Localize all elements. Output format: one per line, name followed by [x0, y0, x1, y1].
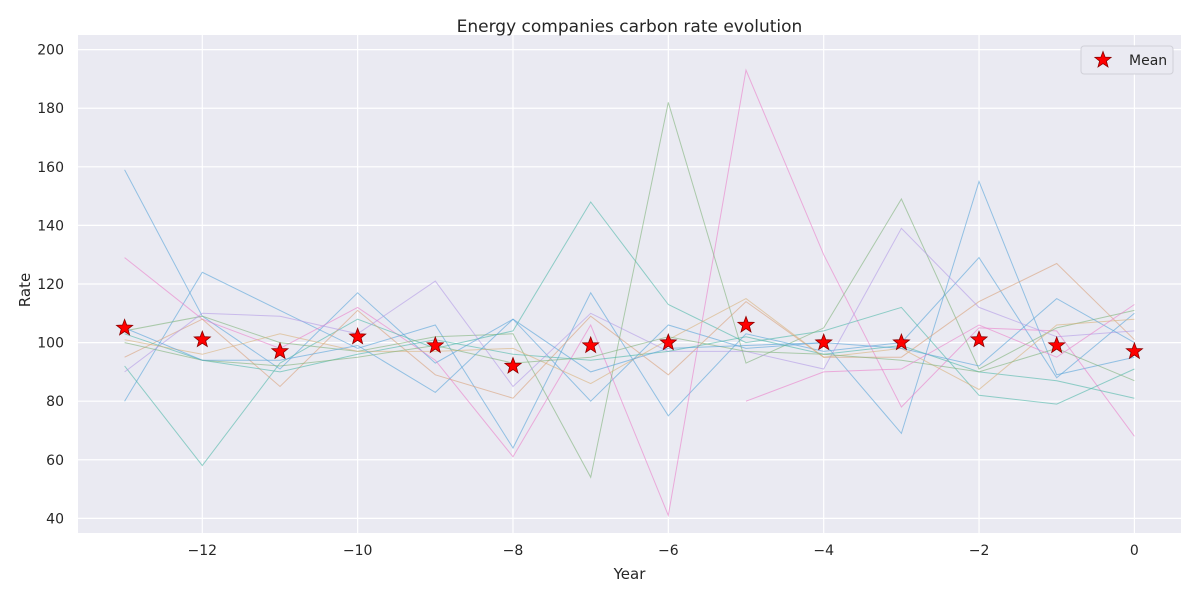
mean-point [814, 332, 833, 351]
series-line-10 [124, 336, 1135, 382]
x-tick-label: −12 [188, 543, 218, 559]
series-line-8 [124, 333, 1135, 399]
x-axis-label: Year [613, 565, 647, 583]
y-tick-label: 120 [37, 277, 64, 293]
mean-point [736, 315, 756, 333]
legend-entry-mean: Mean [1129, 53, 1167, 69]
y-tick-label: 40 [46, 511, 64, 527]
y-tick-label: 60 [46, 453, 64, 469]
mean-point [581, 335, 600, 354]
series-line-4 [124, 201, 1135, 467]
y-axis-label: Rate [16, 273, 34, 307]
grid [78, 35, 1181, 533]
y-tick-label: 200 [37, 43, 64, 59]
x-tick-label: −2 [969, 543, 990, 559]
y-tick-label: 160 [37, 160, 64, 176]
x-axis-ticks: −12 −10 −8 −6 −4 −2 0 [188, 543, 1139, 559]
x-tick-label: −4 [813, 543, 834, 559]
mean-point [969, 330, 989, 348]
x-tick-label: −8 [503, 543, 524, 559]
series-line-2 [124, 256, 1135, 450]
mean-point [892, 332, 911, 351]
mean-point [193, 330, 212, 348]
series-layer [124, 68, 1135, 518]
mean-point [270, 341, 290, 360]
mean-point [503, 356, 523, 374]
y-axis-ticks: 40 60 80 100 120 140 160 180 200 [37, 43, 64, 528]
legend-star-marker [1093, 50, 1113, 68]
legend-box [1080, 45, 1174, 75]
mean-point [1047, 335, 1066, 354]
x-tick-label: −6 [658, 543, 679, 559]
legend: Mean [1080, 45, 1174, 75]
mean-layer [115, 315, 1144, 374]
mean-point [659, 332, 678, 351]
mean-point [348, 327, 367, 345]
series-line-11 [124, 297, 1135, 394]
y-tick-label: 80 [46, 394, 64, 410]
series-line-9 [124, 298, 1135, 391]
series-line-6 [124, 262, 1135, 399]
y-tick-label: 140 [37, 218, 64, 234]
mean-point [426, 335, 445, 354]
mean-point [115, 318, 134, 336]
chart-title: Energy companies carbon rate evolution [457, 17, 803, 37]
y-tick-label: 100 [37, 336, 64, 352]
series-line-5 [124, 102, 1135, 479]
series-line-12 [745, 304, 1135, 402]
x-tick-label: 0 [1130, 543, 1139, 559]
mean-point [1125, 341, 1144, 360]
y-tick-label: 180 [37, 101, 64, 117]
series-line-7 [124, 227, 1135, 388]
x-tick-label: −10 [343, 543, 373, 559]
